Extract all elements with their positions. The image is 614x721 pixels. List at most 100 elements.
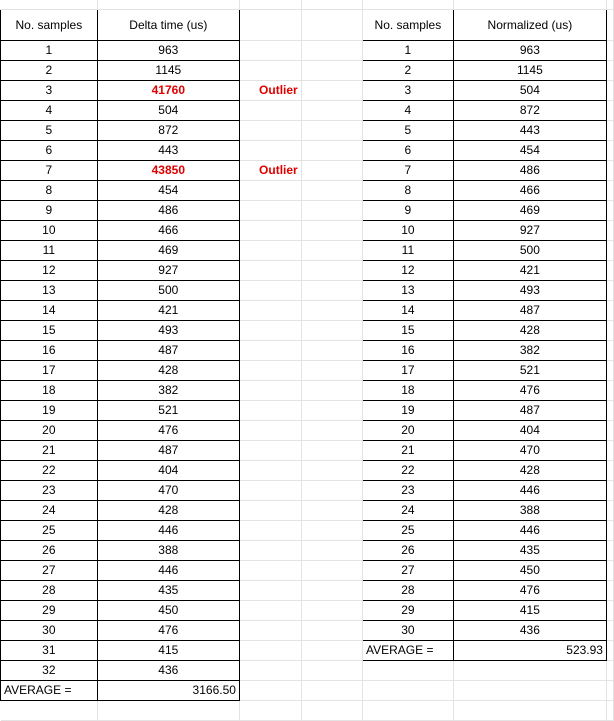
left-sample-number[interactable]: 14 <box>0 299 98 321</box>
empty-cell[interactable] <box>239 0 302 10</box>
empty-cell[interactable] <box>301 400 364 421</box>
empty-cell[interactable] <box>606 160 614 181</box>
right-sample-number[interactable]: 15 <box>362 319 454 341</box>
empty-cell[interactable] <box>606 360 614 381</box>
empty-cell[interactable] <box>301 660 364 681</box>
right-sample-number[interactable]: 6 <box>362 139 454 161</box>
left-sample-number[interactable]: 4 <box>0 99 98 121</box>
empty-cell[interactable] <box>362 700 454 721</box>
empty-cell[interactable] <box>301 380 364 401</box>
right-normalized-value[interactable]: 487 <box>452 299 607 321</box>
left-header-delta[interactable]: Delta time (us) <box>96 8 240 41</box>
left-delta-value[interactable]: 446 <box>96 519 240 541</box>
left-sample-number[interactable]: 17 <box>0 359 98 381</box>
left-delta-value[interactable]: 469 <box>96 239 240 261</box>
left-sample-number[interactable]: 24 <box>0 499 98 521</box>
right-normalized-value[interactable]: 446 <box>452 479 607 501</box>
empty-cell[interactable] <box>301 280 364 301</box>
left-sample-number[interactable]: 18 <box>0 379 98 401</box>
left-sample-number[interactable]: 3 <box>0 79 98 101</box>
empty-cell[interactable] <box>301 60 364 81</box>
empty-cell[interactable] <box>453 700 607 721</box>
right-average-label[interactable]: AVERAGE = <box>362 639 454 661</box>
left-delta-value[interactable]: 446 <box>96 559 240 581</box>
left-sample-number[interactable]: 16 <box>0 339 98 361</box>
left-sample-number[interactable]: 21 <box>0 439 98 461</box>
empty-cell[interactable] <box>606 580 614 601</box>
empty-cell[interactable] <box>239 460 302 481</box>
left-delta-value[interactable]: 428 <box>96 359 240 381</box>
left-delta-value[interactable]: 504 <box>96 99 240 121</box>
right-sample-number[interactable]: 12 <box>362 259 454 281</box>
right-normalized-value[interactable]: 476 <box>452 379 607 401</box>
right-sample-number[interactable]: 3 <box>362 79 454 101</box>
right-sample-number[interactable]: 23 <box>362 479 454 501</box>
left-delta-value[interactable]: 454 <box>96 179 240 201</box>
empty-cell[interactable] <box>301 200 364 221</box>
empty-cell[interactable] <box>606 560 614 581</box>
empty-cell[interactable] <box>301 220 364 241</box>
empty-cell[interactable] <box>301 420 364 441</box>
right-sample-number[interactable]: 30 <box>362 619 454 641</box>
right-sample-number[interactable]: 25 <box>362 519 454 541</box>
right-normalized-value[interactable]: 487 <box>452 399 607 421</box>
empty-cell[interactable] <box>301 340 364 361</box>
empty-cell[interactable] <box>301 680 364 701</box>
left-sample-number[interactable]: 19 <box>0 399 98 421</box>
empty-cell[interactable] <box>606 9 614 41</box>
empty-cell[interactable] <box>239 400 302 421</box>
left-delta-value[interactable]: 388 <box>96 539 240 561</box>
left-average-label[interactable]: AVERAGE = <box>0 679 98 701</box>
empty-cell[interactable] <box>239 240 302 261</box>
empty-cell[interactable] <box>239 180 302 201</box>
left-delta-value[interactable]: 486 <box>96 199 240 221</box>
left-sample-number[interactable]: 26 <box>0 539 98 561</box>
right-sample-number[interactable]: 4 <box>362 99 454 121</box>
left-sample-number[interactable]: 10 <box>0 219 98 241</box>
empty-cell[interactable] <box>0 700 98 721</box>
empty-cell[interactable] <box>301 520 364 541</box>
empty-cell[interactable] <box>239 200 302 221</box>
left-average-value[interactable]: 3166.50 <box>96 679 240 701</box>
empty-cell[interactable] <box>606 100 614 121</box>
empty-cell[interactable] <box>239 480 302 501</box>
empty-cell[interactable] <box>301 140 364 161</box>
left-sample-number[interactable]: 22 <box>0 459 98 481</box>
empty-cell[interactable] <box>453 680 607 701</box>
left-delta-value[interactable]: 435 <box>96 579 240 601</box>
right-normalized-value[interactable]: 450 <box>452 559 607 581</box>
empty-cell[interactable] <box>239 140 302 161</box>
empty-cell[interactable] <box>301 120 364 141</box>
left-sample-number[interactable]: 6 <box>0 139 98 161</box>
empty-cell[interactable] <box>606 80 614 101</box>
right-sample-number[interactable]: 24 <box>362 499 454 521</box>
left-delta-value[interactable]: 500 <box>96 279 240 301</box>
right-sample-number[interactable]: 13 <box>362 279 454 301</box>
right-normalized-value[interactable]: 493 <box>452 279 607 301</box>
empty-cell[interactable] <box>606 340 614 361</box>
right-normalized-value[interactable]: 470 <box>452 439 607 461</box>
outlier-label[interactable]: Outlier <box>239 80 302 101</box>
right-normalized-value[interactable]: 1145 <box>452 59 607 81</box>
left-delta-value[interactable]: 436 <box>96 659 240 681</box>
empty-cell[interactable] <box>301 700 364 721</box>
right-sample-number[interactable]: 18 <box>362 379 454 401</box>
right-sample-number[interactable]: 22 <box>362 459 454 481</box>
right-normalized-value[interactable]: 446 <box>452 519 607 541</box>
empty-cell[interactable] <box>606 540 614 561</box>
empty-cell[interactable] <box>239 420 302 441</box>
empty-cell[interactable] <box>239 120 302 141</box>
left-sample-number[interactable]: 1 <box>0 39 98 61</box>
empty-cell[interactable] <box>301 80 364 101</box>
right-sample-number[interactable]: 20 <box>362 419 454 441</box>
left-delta-value[interactable]: 382 <box>96 379 240 401</box>
empty-cell[interactable] <box>606 280 614 301</box>
empty-cell[interactable] <box>301 500 364 521</box>
right-normalized-value[interactable]: 466 <box>452 179 607 201</box>
right-normalized-value[interactable]: 486 <box>452 159 607 181</box>
right-sample-number[interactable]: 17 <box>362 359 454 381</box>
left-delta-value[interactable]: 521 <box>96 399 240 421</box>
right-normalized-value[interactable]: 421 <box>452 259 607 281</box>
empty-cell[interactable] <box>606 620 614 641</box>
empty-cell[interactable] <box>239 100 302 121</box>
